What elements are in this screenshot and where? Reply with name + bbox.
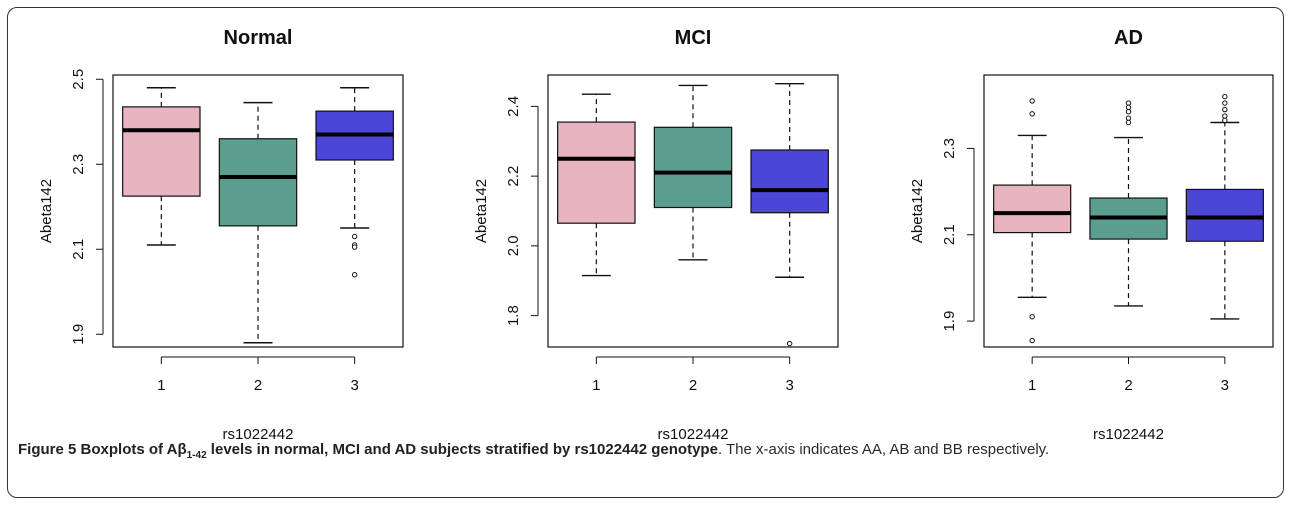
- box-body: [993, 184, 1072, 234]
- y-tick-label: 2.3: [941, 138, 958, 159]
- caption-title-post: levels in normal, MCI and AD subjects st…: [206, 441, 718, 458]
- chart-panel-1: Normal 1.9 2.1 2.3 2.5 Abeta142 1 2 3 rs1022442: [38, 27, 404, 443]
- figure-caption: Figure 5 Boxplots of Aβ1-42 levels in no…: [18, 439, 1268, 466]
- chart-title: Normal: [224, 27, 293, 49]
- box-3: [750, 83, 829, 347]
- y-tick-label: 2.1: [941, 224, 958, 245]
- plot-area: [112, 74, 404, 348]
- y-tick-label: 2.4: [505, 96, 522, 117]
- chart-title: MCI: [675, 27, 712, 49]
- outlier-point: [1125, 100, 1132, 106]
- chart-title: AD: [1114, 27, 1143, 49]
- box-3: [315, 87, 394, 278]
- y-tick-label: 2.0: [505, 235, 522, 256]
- box-2: [218, 101, 298, 344]
- caption-title-subscript: 1-42: [186, 450, 207, 461]
- caption-title-pre: Boxplots of Aβ: [80, 441, 187, 458]
- box-body: [122, 106, 201, 197]
- outlier-point: [1125, 108, 1132, 115]
- x-axis-label: rs1022442: [658, 426, 729, 443]
- box-body: [653, 126, 733, 209]
- x-tick-label: 3: [350, 377, 358, 394]
- box-1: [557, 93, 636, 277]
- x-tick-label: 3: [1221, 377, 1229, 394]
- box-body: [557, 121, 636, 224]
- y-tick-label: 1.8: [505, 305, 522, 326]
- y-axis-label: Abeta142: [38, 179, 55, 243]
- outlier-point: [1222, 106, 1228, 113]
- box-1: [122, 87, 201, 246]
- y-tick-label: 2.1: [70, 239, 87, 260]
- outlier-point: [786, 340, 793, 347]
- chart-panel-3: AD 1.9 2.1 2.3 Abeta142 1 2 3 rs1022442: [909, 27, 1274, 443]
- caption-label: Figure 5: [18, 441, 77, 458]
- box-body: [1185, 188, 1264, 242]
- box-2: [1089, 100, 1168, 307]
- outlier-point: [1222, 117, 1228, 124]
- y-tick-label: 2.2: [505, 166, 522, 187]
- outlier-point: [1222, 113, 1228, 119]
- box-body: [218, 138, 298, 227]
- x-tick-label: 3: [785, 377, 793, 394]
- x-axis-label: rs1022442: [223, 426, 294, 443]
- outlier-point: [1029, 98, 1035, 104]
- outlier-point: [351, 272, 358, 278]
- figure-frame: [7, 7, 1284, 498]
- outlier-point: [1125, 104, 1132, 111]
- chart-panel-2: MCI 1.8 2.0 2.2 2.4 Abeta142 1 2 3 rs1022442: [473, 27, 839, 443]
- box-3: [1185, 93, 1264, 320]
- plot-area: [983, 74, 1274, 348]
- outlier-point: [351, 244, 358, 250]
- x-axis-label: rs1022442: [1093, 426, 1164, 443]
- outlier-point: [1222, 100, 1228, 106]
- outlier-point: [1125, 119, 1132, 126]
- outlier-point: [1125, 115, 1132, 121]
- x-tick-label: 1: [1028, 377, 1036, 394]
- box-1: [993, 98, 1072, 344]
- box-body: [750, 149, 829, 214]
- y-tick-label: 2.3: [70, 154, 87, 175]
- outlier-point: [1029, 314, 1035, 320]
- x-tick-label: 1: [157, 377, 165, 394]
- outlier-point: [351, 233, 358, 240]
- x-tick-label: 1: [592, 377, 600, 394]
- caption-text: . The x-axis indicates AA, AB and BB res…: [717, 441, 1050, 458]
- caption-title: Boxplots of Aβ1-42 levels in normal, MCI…: [80, 441, 718, 461]
- outlier-point: [1029, 111, 1035, 117]
- box-2: [653, 84, 733, 261]
- x-tick-label: 2: [1124, 377, 1132, 394]
- plot-area: [547, 74, 839, 348]
- x-tick-label: 2: [254, 377, 262, 394]
- y-tick-label: 1.9: [70, 324, 87, 345]
- y-axis-label: Abeta142: [473, 179, 490, 243]
- y-axis-label: Abeta142: [909, 179, 926, 243]
- y-tick-label: 1.9: [941, 311, 958, 332]
- x-tick-label: 2: [689, 377, 697, 394]
- outlier-point: [1029, 337, 1035, 344]
- y-tick-label: 2.5: [70, 69, 87, 90]
- outlier-point: [1222, 93, 1228, 100]
